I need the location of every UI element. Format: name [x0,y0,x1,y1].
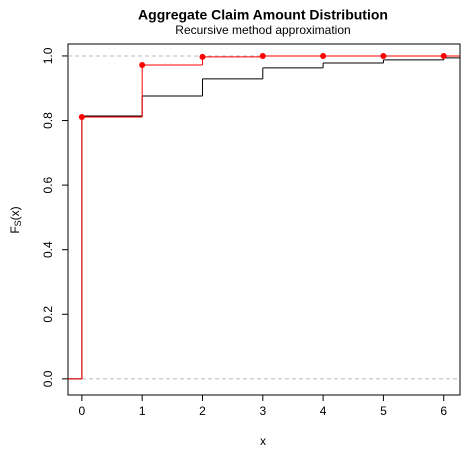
x-tick-label: 1 [139,404,146,418]
y-label-sub: S [13,220,23,226]
x-axis-label: x [260,434,266,448]
point [320,52,327,59]
point [139,61,146,68]
point [199,53,206,60]
x-tick-label: 0 [79,404,86,418]
plot-frame [67,43,461,396]
point [78,113,85,120]
point [440,52,447,59]
y-label-main: F [8,226,22,233]
point [380,52,387,59]
y-tick-label: 0.2 [41,306,55,323]
x-tick-label: 6 [440,404,447,418]
y-label-rest: (x) [8,206,22,220]
point [259,52,266,59]
y-tick-label: 1.0 [41,47,55,64]
chart-title: Aggregate Claim Amount Distribution [138,7,388,23]
x-tick-label: 2 [199,404,206,418]
y-tick-label: 0.6 [41,176,55,193]
x-tick-label: 5 [380,404,387,418]
y-tick-label: 0.0 [41,370,55,387]
x-tick-label: 4 [320,404,327,418]
y-tick-label: 0.8 [41,112,55,129]
x-tick-label: 3 [259,404,266,418]
y-tick-label: 0.4 [41,241,55,258]
y-axis-label: FS(x) [8,206,23,233]
chart-subtitle: Recursive method approximation [175,23,350,37]
